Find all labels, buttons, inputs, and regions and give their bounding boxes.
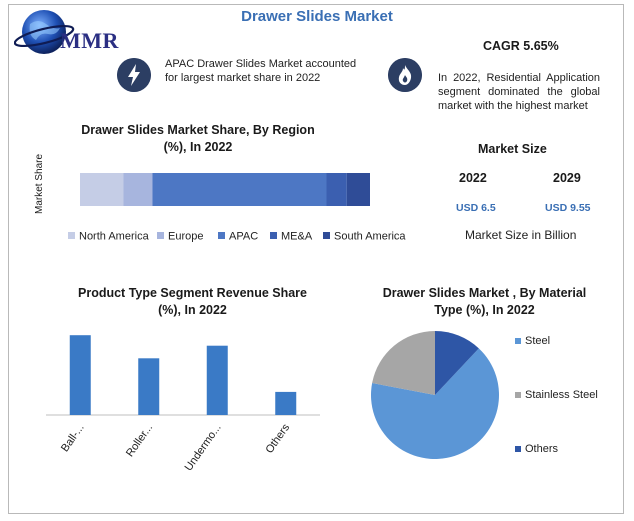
pie-legend-swatch-others [515,446,521,452]
pie-legend-swatch-steel [515,338,521,344]
logo-text: MMR [60,28,119,53]
cagr-text: In 2022, Residential Application segment… [438,72,600,112]
product-bar-3 [206,345,228,415]
region-legend-label-north-america: North America [79,231,150,243]
region-legend-swatch-apac [218,232,225,239]
market-size-value-2029: USD 9.55 [545,202,591,214]
lightning-icon [117,58,151,92]
pie-legend-label-stainless-steel: Stainless Steel [525,389,598,401]
pie-slice-steel [371,348,499,459]
product-tick-label-1: Ball-... [59,422,87,454]
region-segment-europe [123,173,153,206]
region-legend-swatch-europe [157,232,164,239]
flame-icon [388,58,422,92]
region-legend-swatch-me-a [270,232,277,239]
material-pie-chart: Steel Stainless Steel Others [371,331,598,459]
region-segment-apac [152,173,327,206]
region-legend-label-south-america: South America [334,231,406,243]
info-apac-text: APAC Drawer Slides Market accounted for … [165,58,357,84]
market-size-value-2022: USD 6.5 [456,202,496,214]
region-legend-label-me-a: ME&A [281,231,313,243]
region-chart-title: Drawer Slides Market Share, By Region (%… [81,123,315,154]
market-size-year-2022: 2022 [459,171,487,185]
product-tick-label-2: Roller... [124,422,155,459]
region-chart-ylabel: Market Share [34,153,45,214]
market-size-title: Market Size [478,142,547,156]
infographic-frame [8,4,624,514]
region-legend-swatch-north-america [68,232,75,239]
product-chart-title: Product Type Segment Revenue Share (%), … [78,286,307,317]
region-stacked-bar-chart: North America Europe APAC ME&A South America [68,173,406,243]
pie-slice-stainless-steel [372,331,435,395]
pie-legend-label-steel: Steel [525,335,550,347]
pie-legend-swatch-stainless-steel [515,392,521,398]
pie-legend-label-others: Others [525,443,559,455]
product-bar-2 [138,358,160,415]
region-legend-swatch-south-america [323,232,330,239]
product-tick-label-4: Others [263,421,292,455]
pie-slice-others [435,331,479,395]
region-segment-me-a [326,173,347,206]
region-segment-south-america [346,173,370,206]
cagr-title: CAGR 5.65% [483,39,559,53]
region-segment-north-america [80,173,124,206]
page-title: Drawer Slides Market [241,8,393,25]
market-size-note: Market Size in Billion [465,228,577,242]
product-type-bar-chart: Ball-... Roller... Undermo... Others [46,335,320,473]
product-bar-1 [69,335,91,415]
material-chart-title: Drawer Slides Market , By Material Type … [382,286,587,317]
region-legend-label-europe: Europe [168,231,203,243]
product-tick-label-3: Undermo... [183,422,224,473]
region-legend-label-apac: APAC [229,231,258,243]
product-bar-4 [275,391,297,415]
mmr-globe-logo-icon [14,10,75,54]
market-size-year-2029: 2029 [553,171,581,185]
